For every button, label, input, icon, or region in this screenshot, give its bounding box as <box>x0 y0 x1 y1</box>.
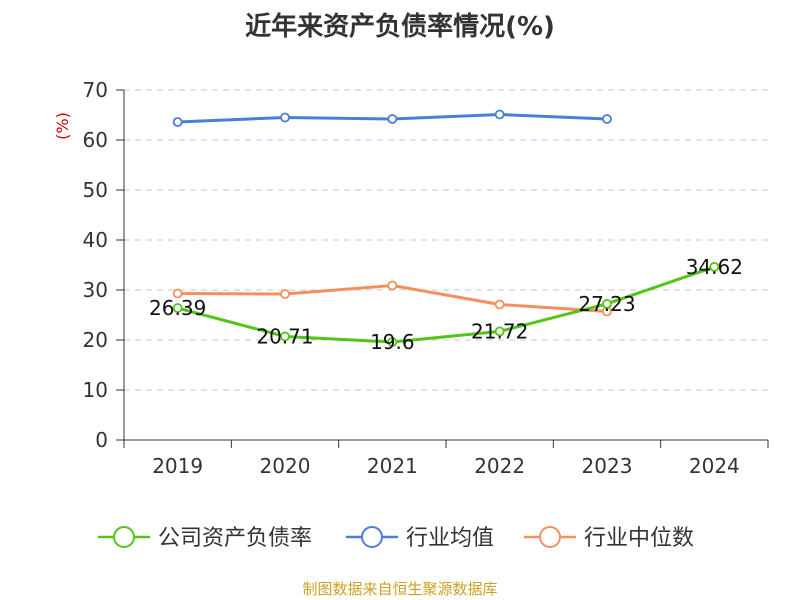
legend-marker <box>361 526 383 548</box>
y-tick-label: 30 <box>83 278 108 302</box>
legend-item[interactable]: 行业中位数 <box>524 526 694 551</box>
data-label: 27.23 <box>578 292 635 316</box>
data-point <box>387 114 398 124</box>
legend-label: 行业均值 <box>406 526 494 551</box>
y-tick-label: 60 <box>83 128 108 152</box>
legend-marker <box>113 526 135 548</box>
data-point <box>172 117 183 127</box>
data-label: 26.39 <box>149 296 206 320</box>
series-line <box>177 265 715 344</box>
data-point <box>387 337 398 347</box>
data-point <box>494 109 505 120</box>
data-point <box>172 303 183 313</box>
axes: 0 10 20 30 40 50 60 70 2019 2020 2021 2022 2023 2024 <box>83 78 769 478</box>
data-point <box>709 261 720 272</box>
y-tick-label: 50 <box>83 178 108 202</box>
legend-label: 行业中位数 <box>584 526 694 551</box>
data-point <box>602 114 612 124</box>
x-tick-label: 2019 <box>152 454 203 478</box>
data-labels: 26.39 20.71 19.6 21.72 27.23 34.62 <box>149 255 743 354</box>
x-tick-label: 2024 <box>689 454 740 478</box>
data-point <box>494 299 505 310</box>
data-label: 20.71 <box>256 324 313 348</box>
y-axis-label: (%) <box>53 112 72 140</box>
data-point <box>602 298 612 309</box>
x-tick-label: 2021 <box>367 454 418 478</box>
data-label: 34.62 <box>686 255 743 279</box>
data-point <box>494 326 505 337</box>
y-tick-label: 10 <box>83 378 108 402</box>
source-note: 制图数据来自恒生聚源数据库 <box>302 580 498 598</box>
x-tick-label: 2023 <box>582 454 633 478</box>
y-tick-label: 70 <box>83 78 108 102</box>
legend-marker <box>539 526 561 548</box>
x-tick-label: 2022 <box>474 454 525 478</box>
data-label: 21.72 <box>471 319 528 343</box>
legend-item[interactable]: 公司资产负债率 <box>98 526 312 551</box>
legend: 公司资产负债率 行业均值 行业中位数 <box>98 526 694 551</box>
data-label: 19.6 <box>370 330 415 354</box>
data-point <box>280 289 290 299</box>
chart-title: 近年来资产负债率情况(%) <box>245 12 555 42</box>
grid-lines <box>124 89 768 391</box>
y-tick-label: 0 <box>95 428 108 452</box>
data-point <box>387 280 398 291</box>
legend-label: 公司资产负债率 <box>158 526 312 551</box>
y-tick-label: 40 <box>83 228 108 252</box>
series-lines <box>172 109 720 347</box>
x-tick-label: 2020 <box>260 454 311 478</box>
data-point <box>172 288 183 299</box>
data-point <box>280 331 290 342</box>
y-tick-label: 20 <box>83 328 108 352</box>
legend-item[interactable]: 行业均值 <box>346 526 494 551</box>
data-point <box>280 112 290 123</box>
